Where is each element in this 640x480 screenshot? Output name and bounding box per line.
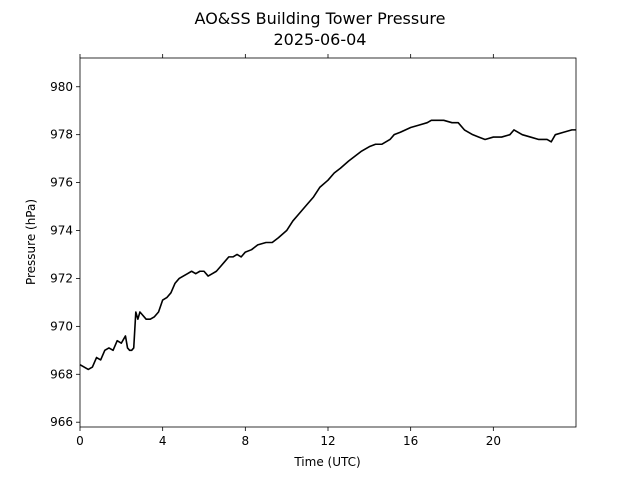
series-layer xyxy=(79,119,576,371)
pressure-series-line xyxy=(79,119,576,371)
y-tick-label: 976 xyxy=(50,176,73,190)
y-tick-label: 974 xyxy=(50,224,73,238)
y-tick-label: 978 xyxy=(50,128,73,142)
x-axis-label: Time (UTC) xyxy=(293,455,360,469)
x-tick-label: 8 xyxy=(242,434,250,448)
y-tick-label: 968 xyxy=(50,367,73,381)
x-tick-label: 0 xyxy=(76,434,84,448)
x-axis-ticks: 0 4 8 12 16 20 xyxy=(76,54,501,448)
y-tick-label: 972 xyxy=(50,271,73,285)
x-tick-label: 16 xyxy=(403,434,418,448)
y-tick-label: 966 xyxy=(50,415,73,429)
y-axis-label: Pressure (hPa) xyxy=(24,199,38,285)
x-tick-label: 4 xyxy=(159,434,167,448)
y-tick-label: 970 xyxy=(50,319,73,333)
x-tick-label: 20 xyxy=(486,434,501,448)
chart-title: AO&SS Building Tower Pressure xyxy=(195,9,446,28)
chart-subtitle: 2025-06-04 xyxy=(274,30,367,49)
x-tick-label: 12 xyxy=(320,434,335,448)
y-tick-label: 980 xyxy=(50,80,73,94)
plot-area: 0 4 8 12 16 20 966 968 970 972 974 976 978 980 xyxy=(50,54,577,448)
plot-frame xyxy=(79,57,577,428)
y-axis-ticks: 966 968 970 972 974 976 978 980 xyxy=(50,80,80,429)
